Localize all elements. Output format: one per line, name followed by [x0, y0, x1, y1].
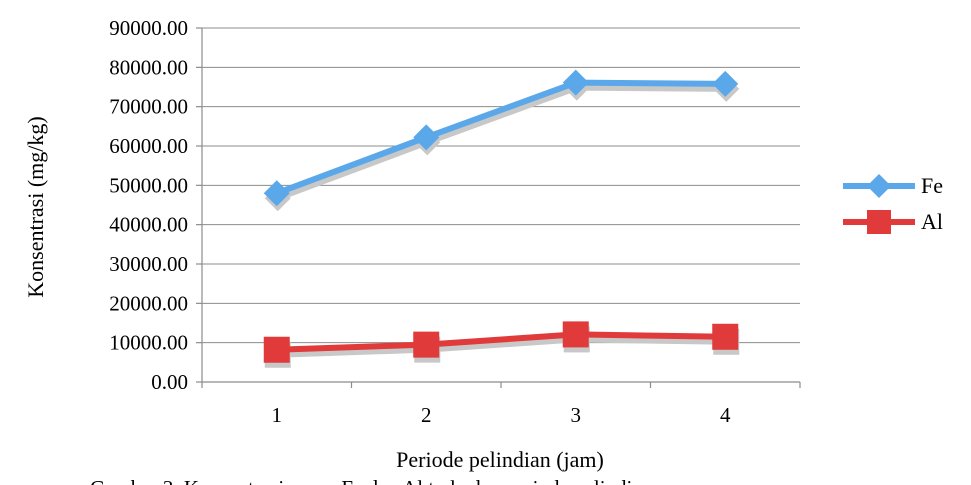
legend: Fe Al: [843, 173, 943, 234]
y-axis-title: Konsentrasi (mg/kg): [23, 116, 48, 297]
series-shadow-line: [277, 336, 727, 358]
series-line: [275, 79, 726, 197]
y-tick-label: 30000.00: [109, 252, 188, 276]
data-point: [263, 336, 290, 363]
data-point: [413, 331, 440, 358]
x-tick-label: 3: [571, 403, 582, 427]
data-point: [413, 124, 440, 151]
axes: [196, 27, 801, 388]
y-tick-label: 0.00: [151, 370, 188, 394]
series-al: [263, 321, 740, 368]
data-point: [562, 69, 589, 96]
y-tick-label: 60000.00: [109, 134, 188, 158]
y-tick-label: 90000.00: [109, 16, 188, 40]
data-point: [562, 321, 589, 348]
y-tick-label: 70000.00: [109, 95, 188, 119]
y-tick-label: 80000.00: [109, 55, 188, 79]
legend-label: Al: [921, 209, 943, 234]
x-axis-title: Periode pelindian (jam): [396, 447, 604, 472]
y-tick-labels: 0.00 10000.00 20000.00 30000.00 40000.00 5000…: [109, 16, 188, 394]
series-shadow-line: [276, 84, 727, 202]
data-point: [263, 180, 290, 207]
legend-label: Fe: [921, 173, 943, 198]
series: [263, 69, 740, 368]
y-tick-label: 20000.00: [109, 291, 188, 315]
data-point: [712, 70, 739, 97]
x-tick-labels: 1 2 3 4: [272, 403, 732, 427]
legend-marker: [867, 174, 891, 198]
legend-item-fe: Fe: [843, 173, 943, 198]
legend-marker: [867, 210, 891, 234]
series-line: [276, 331, 726, 353]
figure-caption: Gambar 3. Konsentrasi unsur Fe dan Al te…: [90, 476, 653, 485]
data-point: [712, 323, 739, 350]
y-tick-label: 50000.00: [109, 173, 188, 197]
y-tick-label: 40000.00: [109, 213, 188, 237]
x-tick-label: 1: [272, 403, 283, 427]
series-fe: [263, 69, 740, 212]
x-tick-label: 4: [720, 403, 731, 427]
x-tick-label: 2: [421, 403, 432, 427]
y-tick-label: 10000.00: [109, 331, 188, 355]
legend-item-al: Al: [843, 209, 943, 234]
